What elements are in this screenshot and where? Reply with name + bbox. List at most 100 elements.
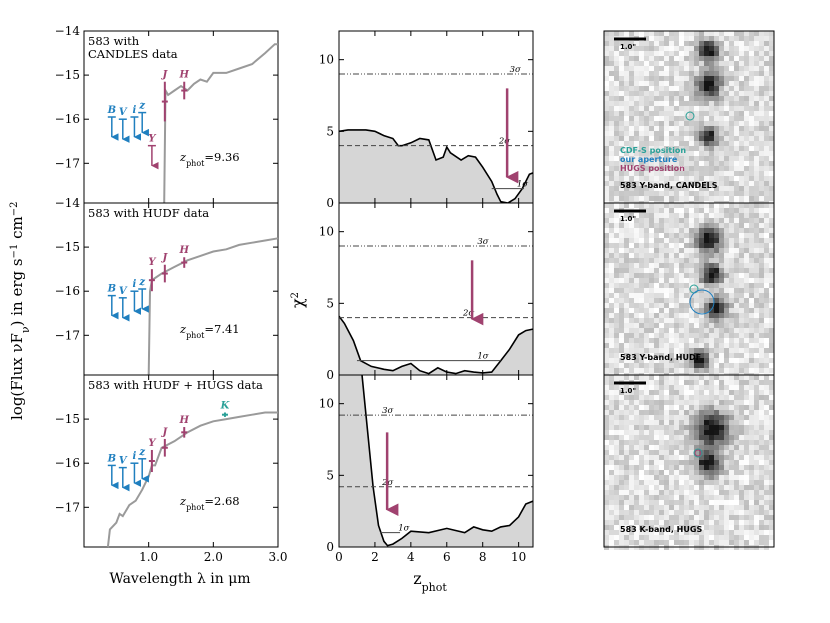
stamp-pixel	[734, 288, 739, 293]
stamp-pixel	[659, 196, 664, 201]
stamp-pixel	[684, 126, 689, 131]
stamp-pixel	[714, 450, 719, 455]
stamp-pixel	[729, 146, 734, 151]
stamp-pixel	[649, 126, 654, 131]
stamp-pixel	[699, 141, 704, 146]
stamp-pixel	[634, 298, 639, 303]
stamp-pixel	[639, 298, 644, 303]
stamp-pixel	[694, 430, 699, 435]
stamp-pixel	[629, 298, 634, 303]
stamp-pixel	[769, 510, 774, 515]
stamp-pixel	[649, 176, 654, 181]
stamp-pixel	[749, 380, 754, 385]
stamp-pixel	[744, 505, 749, 510]
stamp-pixel	[644, 196, 649, 201]
stamp-pixel	[739, 253, 744, 258]
stamp-pixel	[634, 415, 639, 420]
stamp-pixel	[604, 141, 609, 146]
stamp-pixel	[724, 71, 729, 76]
stamp-pixel	[614, 435, 619, 440]
stamp-pixel	[724, 495, 729, 500]
stamp-pixel	[769, 208, 774, 213]
stamp-pixel	[719, 41, 724, 46]
stamp-pixel	[729, 385, 734, 390]
stamp-pixel	[694, 191, 699, 196]
stamp-pixel	[664, 395, 669, 400]
stamp-pixel	[669, 400, 674, 405]
stamp-pixel	[654, 440, 659, 445]
stamp-pixel	[699, 313, 704, 318]
stamp-pixel	[729, 480, 734, 485]
stamp-pixel	[649, 233, 654, 238]
stamp-pixel	[759, 540, 764, 545]
stamp-pixel	[719, 141, 724, 146]
stamp-pixel	[719, 430, 724, 435]
stamp-pixel	[714, 106, 719, 111]
stamp-pixel	[769, 480, 774, 485]
stamp-pixel	[759, 535, 764, 540]
stamp-pixel	[609, 258, 614, 263]
stamp-pixel	[749, 203, 754, 208]
stamp-pixel	[679, 530, 684, 535]
stamp-pixel	[759, 161, 764, 166]
stamp-pixel	[629, 540, 634, 545]
stamp-pixel	[684, 440, 689, 445]
stamp-pixel	[659, 191, 664, 196]
stamp-pixel	[699, 146, 704, 151]
stamp-pixel	[659, 156, 664, 161]
stamp-frame	[603, 374, 775, 548]
stamp-pixel	[689, 243, 694, 248]
stamp-pixel	[749, 31, 754, 36]
stamp-pixel	[674, 41, 679, 46]
y-tick-label: −14	[55, 24, 81, 38]
stamp-pixel	[629, 131, 634, 136]
stamp-pixel	[669, 405, 674, 410]
stamp-pixel	[754, 390, 759, 395]
stamp-pixel	[769, 500, 774, 505]
stamp-pixel	[714, 213, 719, 218]
stamp-pixel	[764, 445, 769, 450]
stamp-pixel	[719, 333, 724, 338]
stamp-pixel	[624, 465, 629, 470]
stamp-pixel	[624, 415, 629, 420]
stamp-pixel	[624, 303, 629, 308]
sigma-label: 3σ	[477, 237, 488, 247]
stamp-pixel	[644, 420, 649, 425]
stamp-pixel	[614, 505, 619, 510]
stamp-pixel	[754, 273, 759, 278]
stamp-pixel	[609, 31, 614, 36]
stamp-pixel	[699, 333, 704, 338]
band-label: B	[107, 453, 116, 464]
stamp-pixel	[644, 213, 649, 218]
stamp-pixel	[679, 31, 684, 36]
stamp-pixel	[644, 390, 649, 395]
stamp-pixel	[619, 455, 624, 460]
stamp-pixel	[719, 243, 724, 248]
stamp-pixel	[704, 141, 709, 146]
stamp-pixel	[649, 480, 654, 485]
stamp-pixel	[649, 440, 654, 445]
stamp-pixel	[699, 36, 704, 41]
stamp-pixel	[659, 530, 664, 535]
stamp-pixel	[679, 186, 684, 191]
stamp-pixel	[749, 293, 754, 298]
stamp-pixel	[764, 151, 769, 156]
stamp-pixel	[669, 328, 674, 333]
stamp-pixel	[654, 445, 659, 450]
stamp-pixel	[614, 151, 619, 156]
stamp-pixel	[729, 116, 734, 121]
stamp-pixel	[714, 96, 719, 101]
stamp-pixel	[769, 238, 774, 243]
stamp-pixel	[624, 203, 629, 208]
stamp-pixel	[604, 218, 609, 223]
stamp-pixel	[669, 218, 674, 223]
stamp-pixel	[724, 430, 729, 435]
stamp-pixel	[764, 243, 769, 248]
stamp-pixel	[769, 151, 774, 156]
stamp-pixel	[719, 410, 724, 415]
stamp-pixel	[744, 283, 749, 288]
stamp-pixel	[649, 203, 654, 208]
stamp-pixel	[684, 151, 689, 156]
stamp-pixel	[734, 213, 739, 218]
stamp-pixel	[649, 380, 654, 385]
